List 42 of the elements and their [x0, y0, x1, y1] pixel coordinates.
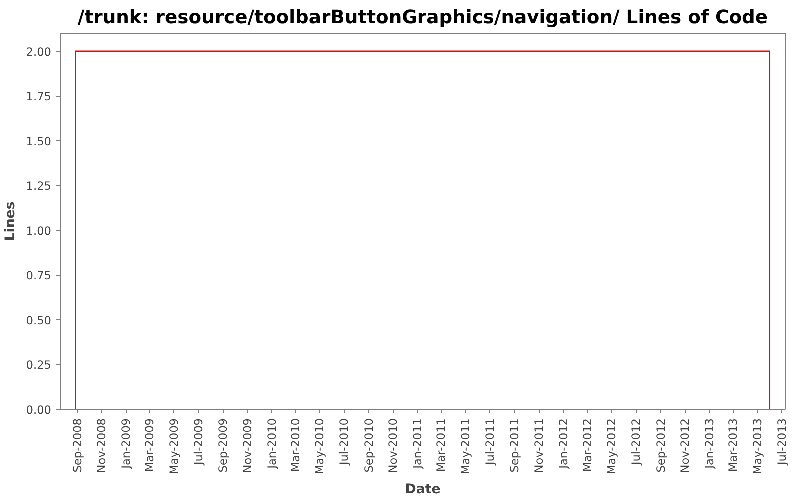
x-axis-title: Date: [405, 482, 441, 498]
x-tick-label: Mar-2009: [142, 418, 157, 472]
x-tick-label: Jul-2011: [482, 418, 497, 466]
x-tick-label: Sep-2008: [70, 418, 84, 473]
x-tick-label: May-2011: [458, 418, 473, 475]
x-tick-label: May-2013: [750, 418, 765, 475]
x-tick-label: Nov-2009: [240, 418, 254, 474]
x-tick-label: Jan-2010: [264, 418, 279, 470]
x-tick-label: Nov-2012: [678, 418, 692, 474]
x-tick-label: Mar-2012: [580, 418, 594, 472]
x-tick-label: Sep-2012: [654, 418, 668, 473]
x-tick-label: Sep-2010: [362, 418, 376, 473]
y-tick-label: 1.50: [26, 134, 52, 148]
x-tick-label: Jul-2010: [337, 418, 352, 466]
x-tick-label: Nov-2010: [386, 418, 400, 474]
x-tick-label: May-2010: [312, 418, 327, 475]
x-tick-label: Mar-2011: [434, 418, 448, 472]
x-tick-label: Jul-2012: [629, 418, 644, 466]
x-tick-label: Jan-2013: [702, 418, 717, 470]
y-tick-label: 1.00: [26, 224, 52, 238]
x-tick-label: Jan-2009: [119, 418, 134, 470]
x-tick-label: Nov-2008: [94, 418, 109, 474]
x-tick-label: Sep-2011: [508, 418, 522, 473]
y-tick-label: 1.75: [26, 90, 52, 104]
y-tick-label: 0.75: [26, 268, 52, 283]
x-tick-label: Mar-2013: [726, 418, 740, 472]
x-tick-label: Mar-2010: [288, 418, 302, 472]
x-tick-label: Jul-2013: [774, 418, 789, 466]
x-tick-label: May-2012: [604, 418, 619, 475]
x-tick-label: Sep-2009: [216, 418, 230, 473]
x-tick-label: Jan-2012: [556, 418, 570, 470]
y-tick-label: 0.50: [26, 313, 52, 328]
y-tick-label: 0.25: [26, 358, 52, 372]
x-tick-label: Nov-2011: [532, 418, 546, 474]
chart-title: /trunk: resource/toolbarButtonGraphics/navigation/ Lines of Code: [78, 8, 768, 28]
y-axis-title: Lines: [3, 202, 18, 242]
y-tick-label: 1.25: [26, 179, 52, 194]
x-tick-label: Jan-2011: [410, 418, 425, 470]
y-tick-label: 2.00: [26, 44, 52, 59]
y-tick-label: 0.00: [26, 403, 52, 417]
x-tick-label: May-2009: [166, 418, 181, 475]
x-tick-label: Jul-2009: [191, 418, 206, 466]
